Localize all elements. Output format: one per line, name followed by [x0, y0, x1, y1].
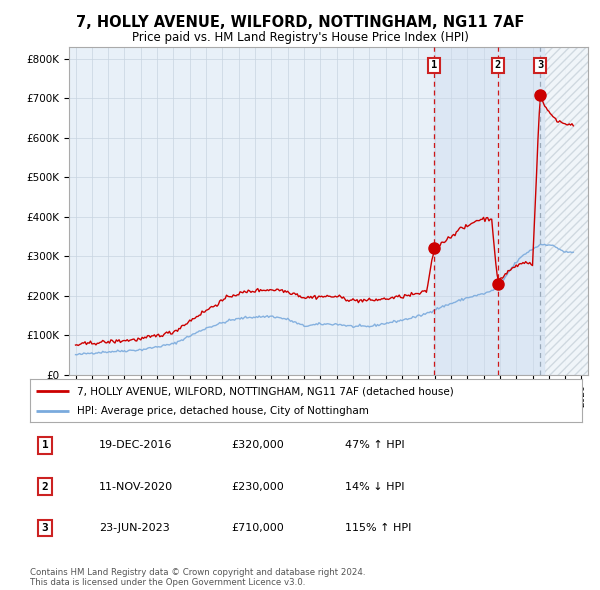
- Text: 1: 1: [431, 60, 437, 70]
- Text: 23-JUN-2023: 23-JUN-2023: [99, 523, 170, 533]
- Text: 2: 2: [41, 482, 49, 491]
- Text: 3: 3: [41, 523, 49, 533]
- Text: HPI: Average price, detached house, City of Nottingham: HPI: Average price, detached house, City…: [77, 407, 369, 416]
- Text: 11-NOV-2020: 11-NOV-2020: [99, 482, 173, 491]
- Text: 14% ↓ HPI: 14% ↓ HPI: [345, 482, 404, 491]
- Text: Price paid vs. HM Land Registry's House Price Index (HPI): Price paid vs. HM Land Registry's House …: [131, 31, 469, 44]
- Text: 47% ↑ HPI: 47% ↑ HPI: [345, 441, 404, 450]
- Text: £320,000: £320,000: [231, 441, 284, 450]
- Text: 7, HOLLY AVENUE, WILFORD, NOTTINGHAM, NG11 7AF: 7, HOLLY AVENUE, WILFORD, NOTTINGHAM, NG…: [76, 15, 524, 30]
- Text: 19-DEC-2016: 19-DEC-2016: [99, 441, 173, 450]
- Text: £230,000: £230,000: [231, 482, 284, 491]
- Text: 7, HOLLY AVENUE, WILFORD, NOTTINGHAM, NG11 7AF (detached house): 7, HOLLY AVENUE, WILFORD, NOTTINGHAM, NG…: [77, 386, 454, 396]
- Text: 115% ↑ HPI: 115% ↑ HPI: [345, 523, 412, 533]
- Text: 3: 3: [537, 60, 543, 70]
- Text: Contains HM Land Registry data © Crown copyright and database right 2024.
This d: Contains HM Land Registry data © Crown c…: [30, 568, 365, 587]
- Bar: [545, 47, 590, 375]
- Text: £710,000: £710,000: [231, 523, 284, 533]
- Text: 2: 2: [495, 60, 501, 70]
- Text: 1: 1: [41, 441, 49, 450]
